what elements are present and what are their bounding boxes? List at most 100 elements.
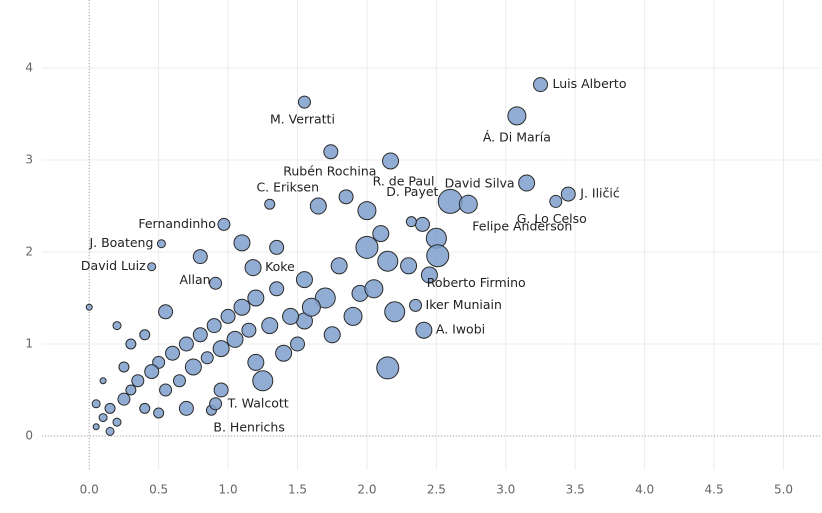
point xyxy=(437,188,463,214)
point xyxy=(112,321,122,331)
point xyxy=(158,304,174,320)
point-label: M. Verratti xyxy=(270,112,335,127)
point xyxy=(405,216,417,228)
point xyxy=(192,249,208,265)
point xyxy=(364,279,384,299)
point xyxy=(409,298,423,312)
point xyxy=(507,106,527,126)
point xyxy=(85,303,93,311)
point-label: Roberto Firmino xyxy=(427,275,526,290)
point-label: J. Iličić xyxy=(579,186,620,201)
x-tick-label: 1.5 xyxy=(288,483,307,497)
y-tick-label: 3 xyxy=(25,153,33,167)
y-tick-label: 0 xyxy=(25,428,33,442)
point-label: T. Walcott xyxy=(227,395,289,410)
point xyxy=(290,336,306,352)
point xyxy=(314,287,336,309)
point-label: David Silva xyxy=(445,176,515,191)
point-label: C. Eriksen xyxy=(256,180,319,195)
point xyxy=(125,384,137,396)
point xyxy=(549,194,563,208)
y-tick-label: 1 xyxy=(25,336,33,350)
point xyxy=(323,144,339,160)
point xyxy=(247,353,265,371)
x-tick-label: 0.0 xyxy=(80,483,99,497)
point xyxy=(420,266,438,284)
point xyxy=(104,402,116,414)
point xyxy=(269,281,285,297)
x-tick-label: 1.0 xyxy=(219,483,238,497)
point xyxy=(178,400,194,416)
point xyxy=(343,306,363,326)
point xyxy=(426,244,450,268)
point xyxy=(269,239,285,255)
point-label: A. Iwobi xyxy=(436,322,485,337)
point xyxy=(415,321,433,339)
point xyxy=(91,399,101,409)
point xyxy=(282,307,300,325)
point xyxy=(458,194,478,214)
x-tick-label: 0.5 xyxy=(149,483,168,497)
point-label: Iker Muniain xyxy=(426,297,502,312)
point xyxy=(165,345,181,361)
point xyxy=(244,259,262,277)
point xyxy=(233,234,251,252)
point xyxy=(184,358,202,376)
point xyxy=(233,298,251,316)
point-label: G. Lo Celso xyxy=(517,211,587,226)
point-label: J. Boateng xyxy=(88,235,153,250)
point xyxy=(414,216,430,232)
point xyxy=(139,329,151,341)
point xyxy=(241,322,257,338)
point xyxy=(200,351,214,365)
point xyxy=(172,374,186,388)
point xyxy=(220,308,236,324)
x-tick-label: 3.0 xyxy=(496,483,515,497)
point xyxy=(372,225,390,243)
point xyxy=(105,426,115,436)
point xyxy=(264,198,276,210)
point xyxy=(144,364,160,380)
point xyxy=(153,407,165,419)
point xyxy=(261,317,279,335)
point xyxy=(117,392,131,406)
point-label: Á. Di María xyxy=(483,129,551,144)
point xyxy=(217,217,231,231)
y-tick-label: 2 xyxy=(25,245,33,259)
point xyxy=(295,271,313,289)
point xyxy=(226,330,244,348)
point xyxy=(112,417,122,427)
point xyxy=(560,186,576,202)
point-label: Koke xyxy=(265,259,295,274)
point-label: Rubén Rochina xyxy=(283,163,376,178)
point xyxy=(213,382,229,398)
point xyxy=(355,235,379,259)
x-tick-label: 2.5 xyxy=(427,483,446,497)
point xyxy=(209,276,223,290)
point xyxy=(377,250,399,272)
point xyxy=(99,377,107,385)
point xyxy=(533,77,549,93)
point xyxy=(92,423,100,431)
x-tick-label: 4.5 xyxy=(705,483,724,497)
point xyxy=(131,374,145,388)
point-label: David Luiz xyxy=(81,258,146,273)
point xyxy=(309,197,327,215)
y-tick-label: 4 xyxy=(25,61,33,75)
point-label: Luis Alberto xyxy=(553,76,627,91)
point xyxy=(357,201,377,221)
point-label: R. de Paul xyxy=(373,173,435,188)
point xyxy=(147,262,157,272)
point xyxy=(376,356,400,380)
point xyxy=(252,370,274,392)
point xyxy=(125,338,137,350)
x-tick-label: 2.0 xyxy=(357,483,376,497)
point xyxy=(382,152,400,170)
point xyxy=(330,257,348,275)
point-label: Allan xyxy=(179,272,210,287)
point xyxy=(338,189,354,205)
point xyxy=(156,239,166,249)
point xyxy=(192,327,208,343)
